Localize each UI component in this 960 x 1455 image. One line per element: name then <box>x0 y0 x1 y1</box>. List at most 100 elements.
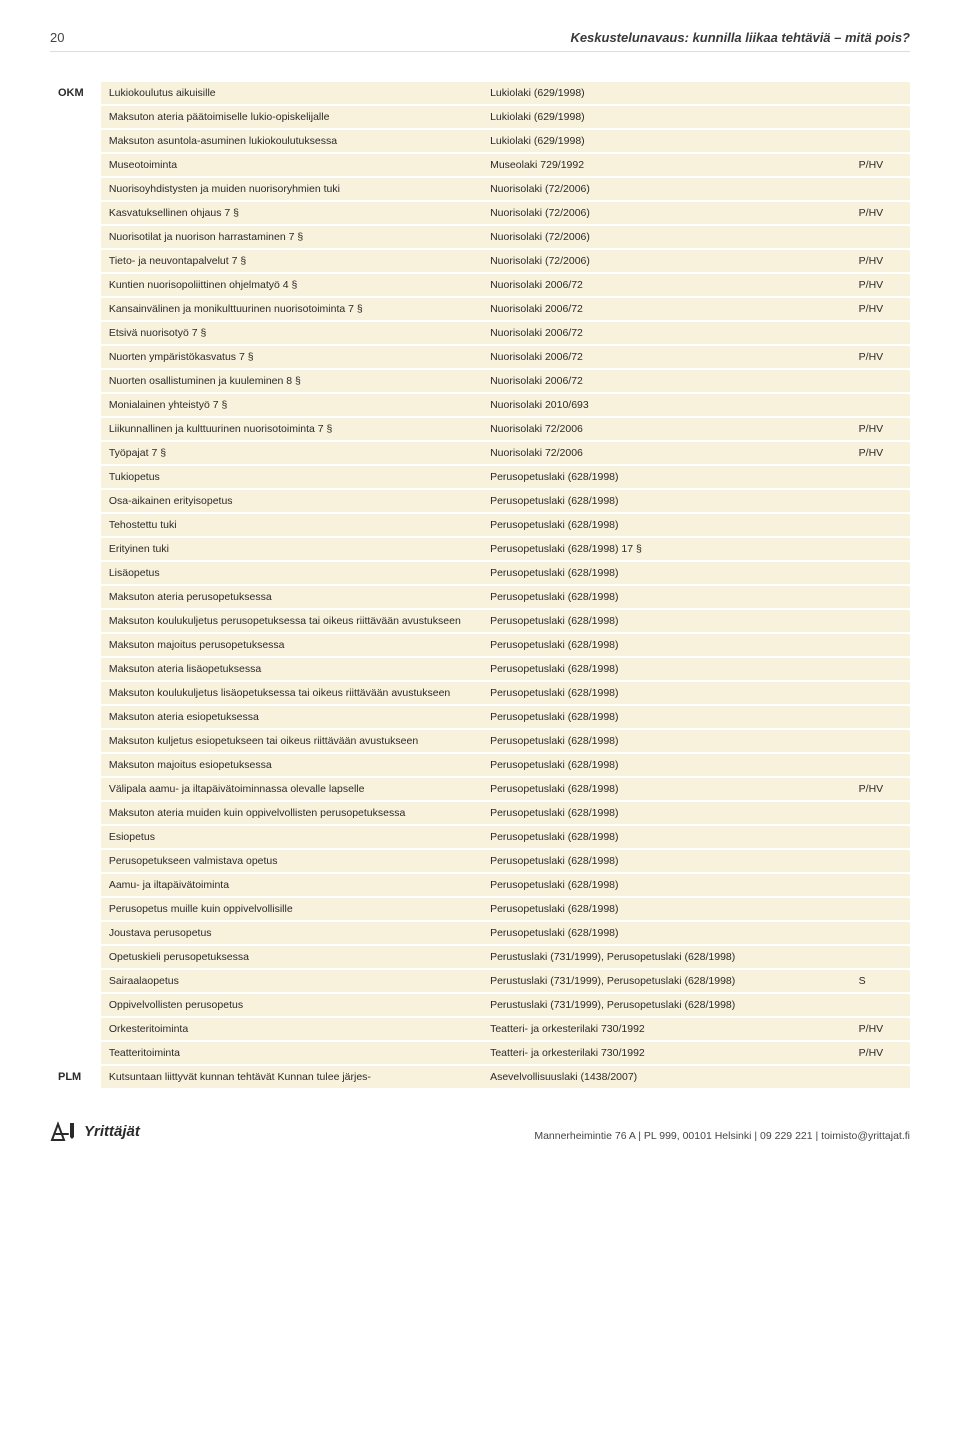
cell-flag <box>851 753 910 777</box>
table-row: Kansainvälinen ja monikulttuurinen nuori… <box>50 297 910 321</box>
table-row: Maksuton asuntola-asuminen lukiokoulutuk… <box>50 129 910 153</box>
table-row: OKMLukiokoulutus aikuisilleLukiolaki (62… <box>50 82 910 105</box>
cell-category <box>50 561 101 585</box>
cell-flag <box>851 537 910 561</box>
cell-task: Sairaalaopetus <box>101 969 482 993</box>
logo: Yrittäjät <box>50 1120 140 1142</box>
cell-flag <box>851 177 910 201</box>
cell-category <box>50 1017 101 1041</box>
cell-law: Teatteri- ja orkesterilaki 730/1992 <box>482 1017 851 1041</box>
cell-task: Lisäopetus <box>101 561 482 585</box>
cell-category <box>50 105 101 129</box>
cell-task: Tehostettu tuki <box>101 513 482 537</box>
cell-law: Nuorisolaki 2006/72 <box>482 321 851 345</box>
cell-task: Tukiopetus <box>101 465 482 489</box>
cell-category <box>50 873 101 897</box>
table-row: Liikunnallinen ja kulttuurinen nuorisoto… <box>50 417 910 441</box>
table-row: LisäopetusPerusopetuslaki (628/1998) <box>50 561 910 585</box>
logo-icon <box>50 1120 78 1142</box>
table-row: Maksuton ateria muiden kuin oppivelvolli… <box>50 801 910 825</box>
cell-law: Nuorisolaki 2006/72 <box>482 345 851 369</box>
cell-law: Museolaki 729/1992 <box>482 153 851 177</box>
cell-flag <box>851 921 910 945</box>
table-row: Oppivelvollisten perusopetusPerustuslaki… <box>50 993 910 1017</box>
cell-task: Maksuton koulukuljetus lisäopetuksessa t… <box>101 681 482 705</box>
cell-flag: P/HV <box>851 1041 910 1065</box>
cell-law: Perusopetuslaki (628/1998) <box>482 825 851 849</box>
table-row: Tehostettu tukiPerusopetuslaki (628/1998… <box>50 513 910 537</box>
cell-flag: P/HV <box>851 441 910 465</box>
cell-task: Esiopetus <box>101 825 482 849</box>
cell-task: Välipala aamu- ja iltapäivätoiminnassa o… <box>101 777 482 801</box>
cell-flag <box>851 489 910 513</box>
cell-law: Perusopetuslaki (628/1998) <box>482 465 851 489</box>
table-row: PLMKutsuntaan liittyvät kunnan tehtävät … <box>50 1065 910 1089</box>
cell-task: Joustava perusopetus <box>101 921 482 945</box>
cell-task: Maksuton koulukuljetus perusopetuksessa … <box>101 609 482 633</box>
cell-law: Perusopetuslaki (628/1998) <box>482 705 851 729</box>
table-row: Tieto- ja neuvontapalvelut 7 §Nuorisolak… <box>50 249 910 273</box>
cell-category <box>50 417 101 441</box>
cell-task: Lukiokoulutus aikuisille <box>101 82 482 105</box>
cell-flag <box>851 585 910 609</box>
cell-category <box>50 633 101 657</box>
table-row: Joustava perusopetusPerusopetuslaki (628… <box>50 921 910 945</box>
cell-flag: P/HV <box>851 273 910 297</box>
table-row: Perusopetukseen valmistava opetusPerusop… <box>50 849 910 873</box>
cell-category <box>50 465 101 489</box>
cell-flag: P/HV <box>851 201 910 225</box>
cell-category <box>50 489 101 513</box>
logo-text: Yrittäjät <box>84 1123 140 1140</box>
table-row: Perusopetus muille kuin oppivelvollisill… <box>50 897 910 921</box>
cell-category <box>50 657 101 681</box>
cell-flag <box>851 225 910 249</box>
cell-flag <box>851 849 910 873</box>
cell-flag: P/HV <box>851 345 910 369</box>
cell-flag: P/HV <box>851 417 910 441</box>
cell-flag <box>851 993 910 1017</box>
cell-task: Maksuton ateria päätoimiselle lukio-opis… <box>101 105 482 129</box>
cell-law: Nuorisolaki (72/2006) <box>482 249 851 273</box>
cell-flag <box>851 105 910 129</box>
cell-category <box>50 537 101 561</box>
cell-law: Perusopetuslaki (628/1998) <box>482 609 851 633</box>
cell-category <box>50 393 101 417</box>
cell-category <box>50 153 101 177</box>
cell-flag <box>851 681 910 705</box>
cell-task: Kuntien nuorisopoliittinen ohjelmatyö 4 … <box>101 273 482 297</box>
cell-task: Maksuton ateria esiopetuksessa <box>101 705 482 729</box>
cell-law: Perusopetuslaki (628/1998) <box>482 897 851 921</box>
cell-task: Tieto- ja neuvontapalvelut 7 § <box>101 249 482 273</box>
cell-task: Aamu- ja iltapäivätoiminta <box>101 873 482 897</box>
cell-category <box>50 801 101 825</box>
cell-flag <box>851 129 910 153</box>
cell-task: Työpajat 7 § <box>101 441 482 465</box>
cell-category <box>50 945 101 969</box>
cell-category <box>50 609 101 633</box>
table-row: Nuorten ympäristökasvatus 7 §Nuorisolaki… <box>50 345 910 369</box>
cell-task: Nuorten ympäristökasvatus 7 § <box>101 345 482 369</box>
cell-category <box>50 753 101 777</box>
footer-line: Mannerheimintie 76 A | PL 999, 00101 Hel… <box>534 1130 910 1142</box>
cell-category <box>50 129 101 153</box>
cell-category <box>50 297 101 321</box>
cell-category <box>50 225 101 249</box>
cell-law: Perusopetuslaki (628/1998) <box>482 777 851 801</box>
table-row: Maksuton kuljetus esiopetukseen tai oike… <box>50 729 910 753</box>
cell-law: Nuorisolaki 2006/72 <box>482 273 851 297</box>
cell-law: Nuorisolaki 2006/72 <box>482 297 851 321</box>
cell-flag <box>851 633 910 657</box>
cell-task: Osa-aikainen erityisopetus <box>101 489 482 513</box>
cell-category <box>50 249 101 273</box>
cell-category <box>50 993 101 1017</box>
cell-category <box>50 321 101 345</box>
cell-task: Kasvatuksellinen ohjaus 7 § <box>101 201 482 225</box>
table-row: Monialainen yhteistyö 7 §Nuorisolaki 201… <box>50 393 910 417</box>
cell-task: Perusopetus muille kuin oppivelvollisill… <box>101 897 482 921</box>
cell-flag <box>851 945 910 969</box>
cell-task: Maksuton ateria perusopetuksessa <box>101 585 482 609</box>
cell-category <box>50 273 101 297</box>
cell-category: PLM <box>50 1065 101 1089</box>
data-table: OKMLukiokoulutus aikuisilleLukiolaki (62… <box>50 82 910 1090</box>
cell-task: Oppivelvollisten perusopetus <box>101 993 482 1017</box>
